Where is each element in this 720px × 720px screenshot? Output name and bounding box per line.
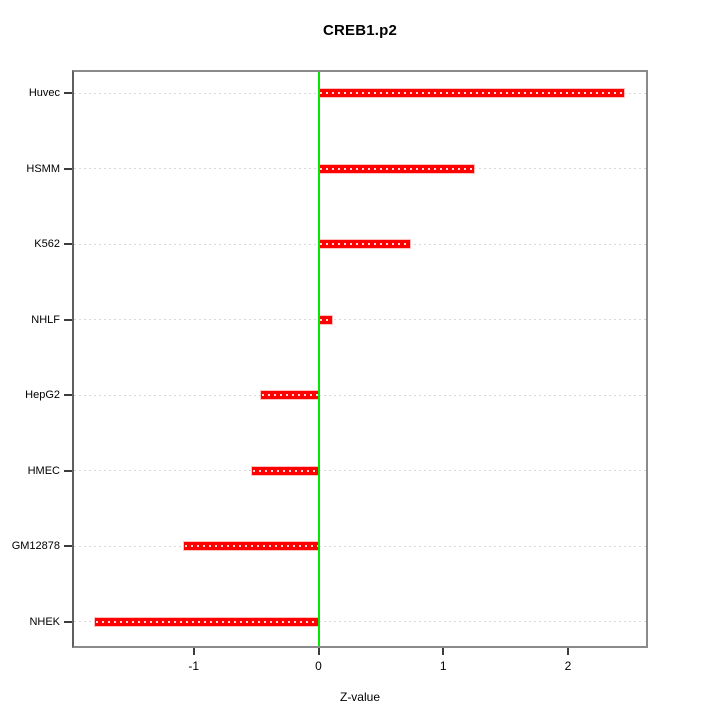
y-axis-tick xyxy=(64,92,72,94)
plot-inner xyxy=(74,72,646,646)
x-axis-title: Z-value xyxy=(339,690,380,704)
zero-reference-line xyxy=(317,72,320,646)
bar-dotted-overlay xyxy=(96,620,318,623)
y-axis-tick xyxy=(64,167,72,170)
grid-line xyxy=(74,621,646,622)
bar-dotted-overlay xyxy=(319,167,474,170)
chart-title: CREB1.p2 xyxy=(322,22,398,39)
bar xyxy=(183,542,319,550)
x-axis-tick-label: 2 xyxy=(564,659,572,673)
bar xyxy=(252,466,319,475)
y-axis-tick xyxy=(64,243,72,245)
y-axis-label: K562 xyxy=(34,238,60,250)
y-axis-tick xyxy=(64,394,72,396)
plot-area xyxy=(72,70,648,648)
y-axis-label: NHEK xyxy=(29,615,60,628)
bar xyxy=(261,391,319,399)
x-axis-tick xyxy=(192,648,195,655)
bar-dotted-overlay xyxy=(319,318,332,321)
y-axis-label: GM12878 xyxy=(11,540,60,552)
y-axis-label: HSMM xyxy=(26,162,60,175)
y-axis-tick xyxy=(64,545,72,547)
y-axis-label: NHLF xyxy=(31,313,60,326)
bar-dotted-overlay xyxy=(319,92,624,94)
y-axis-tick xyxy=(64,620,72,623)
y-axis-tick xyxy=(64,469,72,472)
bar xyxy=(95,617,319,626)
bar xyxy=(318,315,333,324)
y-axis-label: Huvec xyxy=(28,87,60,99)
y-axis-label: HMEC xyxy=(27,464,60,477)
grid-line xyxy=(74,545,646,547)
grid-line xyxy=(74,394,646,396)
bar-dotted-overlay xyxy=(262,394,318,396)
y-axis-label: HepG2 xyxy=(25,389,60,401)
bar xyxy=(318,89,625,97)
y-axis-tick xyxy=(64,318,72,321)
bar-dotted-overlay xyxy=(184,545,318,547)
bar xyxy=(318,240,410,248)
bar-dotted-overlay xyxy=(319,243,409,245)
x-axis-tick-label: -1 xyxy=(188,659,200,673)
grid-line xyxy=(74,319,646,320)
x-axis-tick xyxy=(317,648,320,655)
bar-dotted-overlay xyxy=(253,469,318,472)
x-axis-tick-label: 1 xyxy=(439,659,447,673)
grid-line xyxy=(74,470,646,471)
x-axis-tick xyxy=(567,648,570,655)
x-axis-tick-label: 0 xyxy=(315,659,322,673)
x-axis-tick xyxy=(442,648,445,655)
bar xyxy=(318,164,475,173)
